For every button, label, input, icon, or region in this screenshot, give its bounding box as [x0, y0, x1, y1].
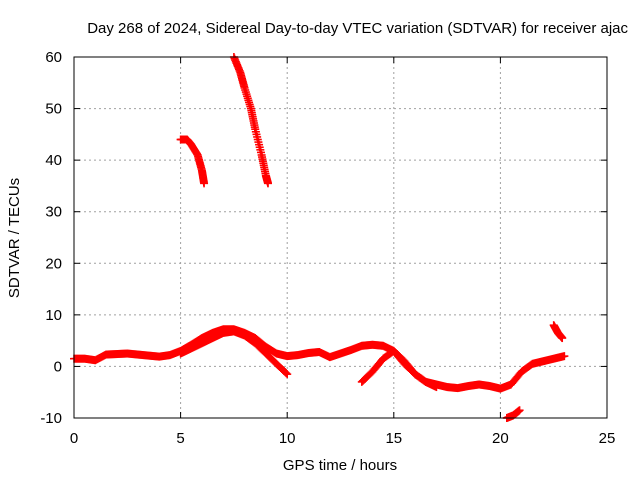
y-tick-label: -10 — [40, 410, 62, 427]
series-band-lower — [176, 327, 292, 379]
data-point — [357, 368, 376, 386]
data-point — [515, 406, 524, 415]
data-point — [264, 179, 273, 188]
series-segment-d — [502, 406, 524, 422]
grid — [74, 57, 607, 418]
data-point — [560, 352, 569, 361]
data-point — [400, 357, 419, 377]
data-point — [283, 370, 292, 379]
x-axis-label: GPS time / hours — [283, 457, 397, 474]
data-point — [325, 349, 344, 362]
x-tick-label: 10 — [279, 430, 296, 447]
data-point — [368, 340, 387, 350]
x-tick-label: 5 — [176, 430, 184, 447]
y-tick-label: 20 — [45, 255, 62, 272]
data-point — [246, 104, 259, 132]
data-point — [155, 351, 173, 361]
series-segment-c — [549, 321, 567, 343]
data-points — [70, 53, 569, 422]
data-point — [261, 349, 280, 367]
series-segment-a — [176, 135, 209, 188]
data-point — [229, 53, 244, 75]
x-tick-label: 25 — [599, 430, 616, 447]
series-segment-b — [229, 53, 273, 188]
chart-title: Day 268 of 2024, Sidereal Day-to-day VTE… — [87, 20, 628, 37]
data-point — [558, 334, 567, 343]
data-point — [379, 347, 397, 363]
data-point — [240, 83, 255, 111]
data-point — [208, 329, 227, 343]
data-point — [197, 334, 216, 348]
data-point — [432, 383, 441, 392]
data-point — [193, 150, 206, 173]
data-point — [197, 166, 208, 187]
data-point — [236, 68, 249, 91]
data-point — [251, 125, 265, 157]
y-axis-label: SDTVAR / TECUs — [6, 178, 23, 298]
y-tick-label: 10 — [45, 307, 62, 324]
y-tick-label: 50 — [45, 101, 62, 118]
y-tick-label: 40 — [45, 152, 62, 169]
axis-ticks: 0 5 10 15 20 25 -10 0 10 20 30 40 50 60 — [40, 49, 615, 447]
y-tick-label: 0 — [54, 358, 62, 375]
data-point — [257, 150, 270, 178]
series-baseline — [70, 325, 569, 393]
series-band-15 — [357, 346, 441, 392]
x-tick-label: 20 — [492, 430, 509, 447]
y-tick-label: 30 — [45, 204, 62, 221]
y-tick-label: 60 — [45, 49, 62, 66]
data-point — [200, 179, 209, 188]
x-tick-label: 15 — [385, 430, 402, 447]
x-tick-label: 0 — [70, 430, 78, 447]
data-point — [411, 370, 429, 386]
plot-frame — [73, 56, 608, 419]
